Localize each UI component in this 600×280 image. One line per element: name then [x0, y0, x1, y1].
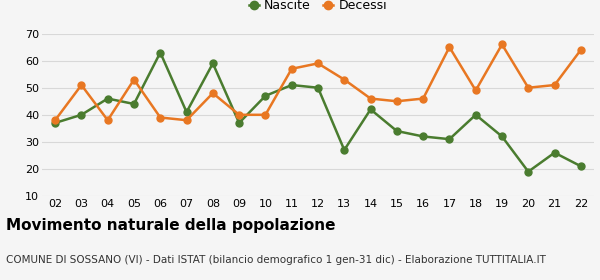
Text: COMUNE DI SOSSANO (VI) - Dati ISTAT (bilancio demografico 1 gen-31 dic) - Elabor: COMUNE DI SOSSANO (VI) - Dati ISTAT (bil…	[6, 255, 546, 265]
Decessi	[577, 48, 584, 52]
Decessi	[183, 118, 190, 122]
Nascite	[183, 110, 190, 114]
Nascite	[577, 165, 584, 168]
Decessi	[419, 97, 427, 100]
Decessi	[499, 43, 506, 46]
Decessi	[78, 83, 85, 87]
Decessi	[288, 67, 295, 71]
Nascite	[499, 135, 506, 138]
Nascite	[78, 113, 85, 116]
Nascite	[446, 137, 453, 141]
Decessi	[314, 62, 322, 65]
Decessi	[551, 83, 558, 87]
Decessi	[367, 97, 374, 100]
Nascite	[157, 51, 164, 54]
Nascite	[419, 135, 427, 138]
Legend: Nascite, Decessi: Nascite, Decessi	[244, 0, 392, 17]
Nascite	[367, 108, 374, 111]
Decessi	[524, 86, 532, 89]
Decessi	[262, 113, 269, 116]
Decessi	[130, 78, 137, 81]
Decessi	[393, 100, 400, 103]
Line: Nascite: Nascite	[52, 49, 584, 175]
Decessi	[52, 118, 59, 122]
Nascite	[341, 148, 348, 152]
Nascite	[52, 121, 59, 125]
Nascite	[209, 62, 217, 65]
Nascite	[393, 129, 400, 133]
Decessi	[341, 78, 348, 81]
Decessi	[236, 113, 243, 116]
Nascite	[130, 102, 137, 106]
Nascite	[288, 83, 295, 87]
Nascite	[104, 97, 112, 100]
Nascite	[262, 94, 269, 97]
Nascite	[472, 113, 479, 116]
Decessi	[472, 89, 479, 92]
Decessi	[446, 45, 453, 49]
Decessi	[104, 118, 112, 122]
Nascite	[524, 170, 532, 173]
Decessi	[157, 116, 164, 119]
Nascite	[314, 86, 322, 89]
Decessi	[209, 92, 217, 95]
Line: Decessi: Decessi	[52, 41, 584, 124]
Nascite	[236, 121, 243, 125]
Text: Movimento naturale della popolazione: Movimento naturale della popolazione	[6, 218, 335, 234]
Nascite	[551, 151, 558, 154]
